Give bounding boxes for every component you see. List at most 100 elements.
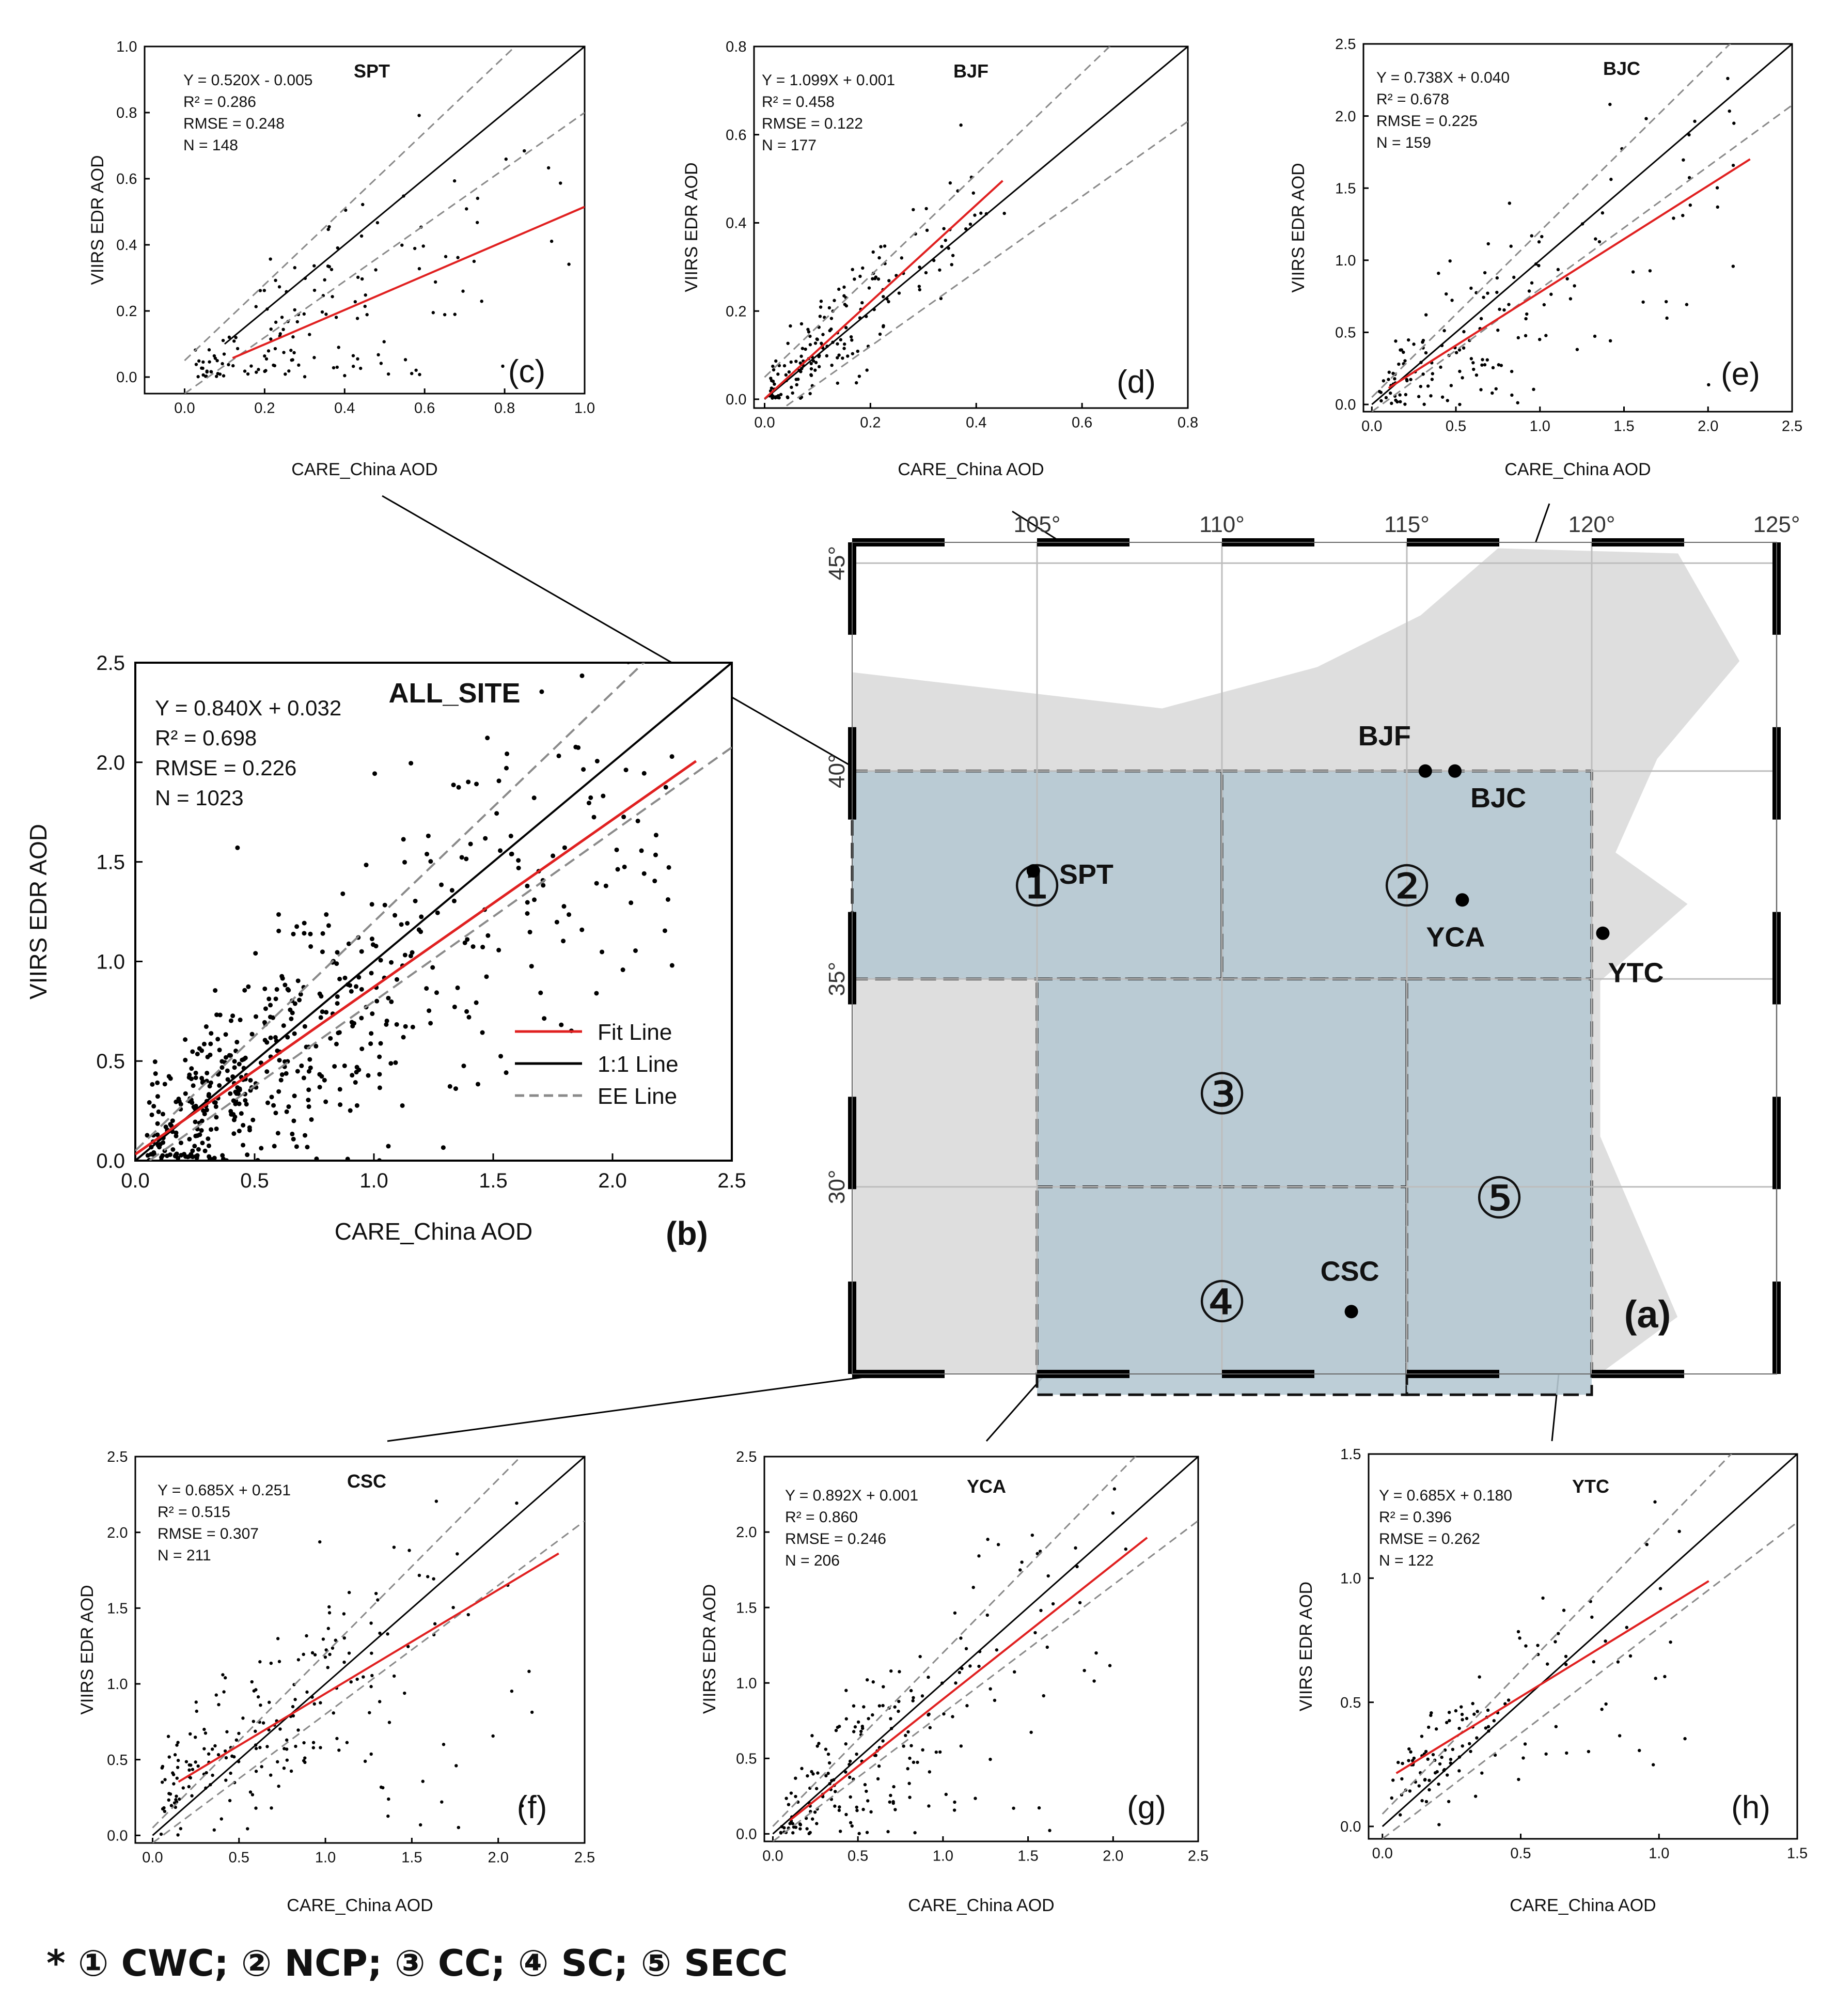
ee-line-upper (135, 663, 646, 1152)
data-point (324, 1648, 328, 1652)
data-point (323, 1099, 328, 1104)
data-point (444, 255, 448, 258)
data-point (1390, 1796, 1393, 1800)
data-point (462, 940, 467, 945)
data-point (906, 1767, 909, 1771)
data-point (372, 771, 378, 776)
data-point (476, 196, 480, 200)
stats-line: RMSE = 0.246 (785, 1530, 886, 1548)
data-point (893, 1705, 897, 1709)
data-point (665, 897, 670, 902)
data-point (337, 976, 342, 981)
data-point (274, 987, 279, 992)
data-point (335, 1001, 340, 1006)
data-point (623, 768, 629, 773)
data-point (414, 368, 418, 372)
data-point (940, 245, 944, 248)
data-point (349, 989, 354, 994)
data-point (1082, 1668, 1086, 1673)
data-point (175, 1776, 179, 1780)
data-point (168, 1076, 173, 1081)
data-point (1549, 292, 1553, 296)
data-point (363, 304, 367, 308)
data-point (1524, 317, 1528, 321)
x-tick-label: 1.5 (1787, 1846, 1808, 1862)
data-point (401, 837, 406, 842)
data-point (191, 1083, 196, 1088)
data-point (1508, 201, 1512, 205)
data-point (285, 1747, 289, 1751)
data-point (804, 347, 807, 351)
data-point (784, 373, 788, 377)
data-point (276, 1089, 281, 1094)
site-label: YCA (1426, 921, 1485, 952)
data-point (1594, 237, 1597, 241)
data-point (250, 1793, 255, 1796)
y-tick-label: 0.2 (116, 303, 137, 320)
plot-area (135, 663, 732, 1161)
data-point (254, 1729, 257, 1733)
data-point (292, 1001, 297, 1006)
data-point (324, 912, 329, 917)
data-point (1042, 1694, 1045, 1698)
data-point (155, 1121, 160, 1126)
data-point (1683, 1737, 1687, 1741)
data-point (369, 1621, 373, 1625)
data-point (1516, 1630, 1520, 1634)
data-point (614, 847, 619, 852)
y-tick-label: 0.0 (1335, 397, 1356, 413)
data-point (520, 1409, 523, 1412)
data-point (1525, 312, 1529, 316)
data-point (1421, 340, 1424, 344)
data-point (660, 663, 664, 664)
site-marker (1026, 864, 1040, 878)
data-point (1417, 1784, 1421, 1788)
data-point (291, 931, 296, 936)
scatter-panels: 0.00.00.50.51.01.01.51.52.02.02.52.5CARE… (25, 36, 1808, 1915)
data-point (349, 1680, 353, 1684)
data-point (496, 947, 501, 952)
data-point (813, 341, 818, 345)
data-point (833, 1804, 837, 1808)
data-point (312, 288, 317, 292)
latitude-label: 45° (824, 546, 850, 581)
x-tick-label: 0.0 (762, 1848, 783, 1865)
data-point (216, 1753, 221, 1757)
data-point (334, 316, 338, 319)
data-point (898, 1670, 901, 1674)
data-point (257, 368, 260, 371)
data-point (1457, 1769, 1461, 1773)
data-point (1390, 401, 1393, 405)
data-point (1393, 377, 1396, 381)
data-point (189, 1776, 193, 1780)
data-point (327, 225, 331, 229)
data-point (882, 324, 885, 327)
data-point (162, 1082, 167, 1087)
data-point (1507, 303, 1511, 306)
data-point (770, 379, 774, 383)
data-point (1387, 370, 1391, 374)
data-point (1544, 1752, 1548, 1756)
data-point (271, 1103, 276, 1108)
data-point (167, 1798, 170, 1802)
data-point (273, 1111, 278, 1116)
data-point (263, 354, 266, 358)
data-point (155, 1094, 160, 1099)
data-point (842, 342, 846, 346)
x-tick-label: 2.0 (1103, 1848, 1123, 1865)
data-point (1604, 1639, 1607, 1643)
scatter-panel-g: 0.0 0.0 0.5 0.5 1.0 1.0 1.5 1.5 2.0 2.0 2.5 2.5 CARE… (700, 1449, 1209, 1915)
data-point (1476, 1710, 1479, 1713)
data-point (200, 1140, 205, 1146)
data-point (222, 374, 226, 378)
data-point (335, 1737, 339, 1740)
data-point (282, 351, 286, 354)
data-point (183, 1154, 188, 1159)
data-point (900, 256, 904, 260)
data-point (418, 372, 421, 377)
longitude-label: 115° (1384, 512, 1430, 537)
data-point (322, 1077, 327, 1083)
y-tick-label: 1.0 (96, 950, 125, 973)
data-point (1108, 1664, 1112, 1667)
y-tick-label: 1.0 (116, 39, 137, 55)
